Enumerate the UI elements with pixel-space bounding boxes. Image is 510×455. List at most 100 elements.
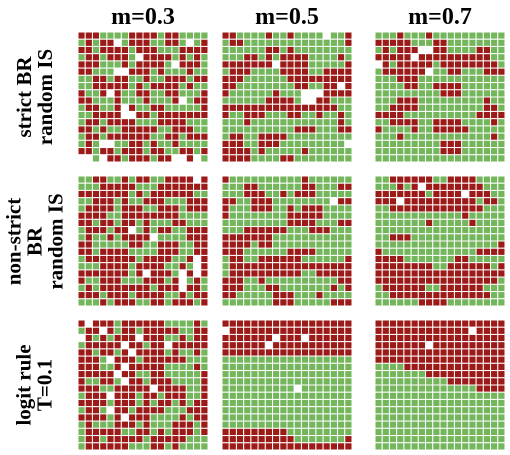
lattice-cell bbox=[243, 89, 252, 98]
lattice-cell bbox=[425, 176, 434, 184]
lattice-cell bbox=[417, 60, 427, 69]
lattice-cell bbox=[235, 204, 245, 213]
lattice-cell bbox=[142, 45, 151, 55]
lattice-cell bbox=[222, 406, 230, 415]
lattice-cell bbox=[308, 233, 317, 242]
lattice-cell bbox=[403, 276, 412, 285]
lattice-cell bbox=[171, 326, 180, 335]
lattice-cell bbox=[300, 377, 310, 386]
lattice-cell bbox=[322, 147, 331, 156]
lattice-cell bbox=[113, 45, 122, 55]
lattice-cell bbox=[497, 147, 505, 156]
lattice-cell bbox=[84, 377, 93, 386]
lattice-cell bbox=[293, 147, 302, 156]
lattice-cell bbox=[432, 147, 441, 156]
lattice-cell bbox=[279, 298, 288, 306]
lattice-cell bbox=[410, 74, 419, 84]
lattice-cell bbox=[164, 233, 173, 242]
lattice-cell bbox=[84, 262, 93, 271]
lattice-cell bbox=[322, 283, 331, 293]
lattice-cell bbox=[120, 269, 130, 278]
lattice-cell bbox=[432, 182, 441, 191]
lattice-cell bbox=[432, 132, 441, 141]
lattice-cell bbox=[193, 110, 202, 120]
lattice-cell bbox=[475, 442, 484, 450]
lattice-cell bbox=[272, 74, 281, 84]
lattice-cell bbox=[344, 391, 352, 400]
lattice-cell bbox=[322, 218, 331, 228]
lattice-cell bbox=[243, 326, 252, 335]
lattice-cell bbox=[156, 226, 166, 235]
lattice-cell bbox=[257, 240, 266, 249]
lattice-cell bbox=[164, 226, 173, 235]
lattice-cell bbox=[396, 125, 405, 134]
lattice-cell bbox=[279, 442, 288, 450]
lattice-cell bbox=[272, 176, 281, 184]
lattice-cell bbox=[222, 60, 230, 69]
lattice-cell bbox=[396, 96, 405, 105]
lattice-cell bbox=[149, 53, 158, 62]
lattice-cell bbox=[243, 132, 252, 141]
lattice-cell bbox=[106, 391, 115, 400]
lattice-cell bbox=[453, 89, 463, 98]
lattice-cell bbox=[468, 189, 477, 199]
lattice-cell bbox=[235, 398, 245, 408]
lattice-cell bbox=[120, 226, 130, 235]
lattice-cell bbox=[250, 226, 259, 235]
lattice-cell bbox=[439, 189, 448, 199]
lattice-cell bbox=[300, 427, 310, 437]
lattice-cell bbox=[453, 110, 463, 120]
lattice-cell bbox=[337, 176, 346, 184]
lattice-cell bbox=[91, 110, 101, 120]
lattice-cell bbox=[388, 391, 398, 400]
lattice-cell bbox=[99, 362, 108, 372]
lattice-cell bbox=[135, 355, 144, 364]
lattice-cell bbox=[257, 269, 266, 278]
lattice-cell bbox=[497, 435, 505, 444]
lattice-cell bbox=[417, 103, 427, 112]
lattice-cell bbox=[142, 38, 151, 47]
lattice-cell bbox=[461, 333, 470, 343]
lattice-cell bbox=[432, 413, 441, 422]
lattice-cell bbox=[475, 435, 484, 444]
lattice-cell bbox=[178, 276, 187, 285]
lattice-cell bbox=[403, 269, 412, 278]
lattice-cell bbox=[329, 182, 339, 191]
lattice-cell bbox=[388, 413, 398, 422]
lattice-cell bbox=[468, 370, 477, 379]
lattice-cell bbox=[113, 218, 122, 228]
lattice-cell bbox=[142, 233, 151, 242]
lattice-cell bbox=[164, 442, 173, 450]
lattice-cell bbox=[193, 45, 202, 55]
lattice-cell bbox=[185, 377, 195, 386]
lattice-cell bbox=[286, 326, 295, 335]
lattice-cell bbox=[293, 96, 302, 105]
lattice-cell bbox=[308, 377, 317, 386]
lattice-cell bbox=[482, 189, 492, 199]
lattice-cell bbox=[164, 204, 173, 213]
lattice-panel bbox=[222, 320, 352, 450]
lattice-cell bbox=[315, 103, 324, 112]
lattice-cell bbox=[453, 341, 463, 350]
lattice-cell bbox=[257, 326, 266, 335]
lattice-cell bbox=[99, 442, 108, 450]
lattice-cell bbox=[410, 176, 419, 184]
lattice-cell bbox=[200, 176, 208, 184]
lattice-cell bbox=[128, 32, 137, 40]
lattice-cell bbox=[257, 110, 266, 120]
lattice-cell bbox=[490, 189, 499, 199]
lattice-cell bbox=[142, 384, 151, 393]
lattice-cell bbox=[84, 176, 93, 184]
lattice-cell bbox=[432, 89, 441, 98]
lattice-cell bbox=[279, 147, 288, 156]
lattice-cell bbox=[128, 326, 137, 335]
lattice-cell bbox=[200, 110, 208, 120]
lattice-panel bbox=[375, 320, 505, 450]
lattice-cell bbox=[417, 125, 427, 134]
lattice-cell bbox=[99, 197, 108, 206]
lattice-cell bbox=[135, 427, 144, 437]
lattice-cell bbox=[322, 45, 331, 55]
lattice-cell bbox=[272, 370, 281, 379]
lattice-cell bbox=[99, 348, 108, 357]
lattice-cell bbox=[425, 74, 434, 84]
